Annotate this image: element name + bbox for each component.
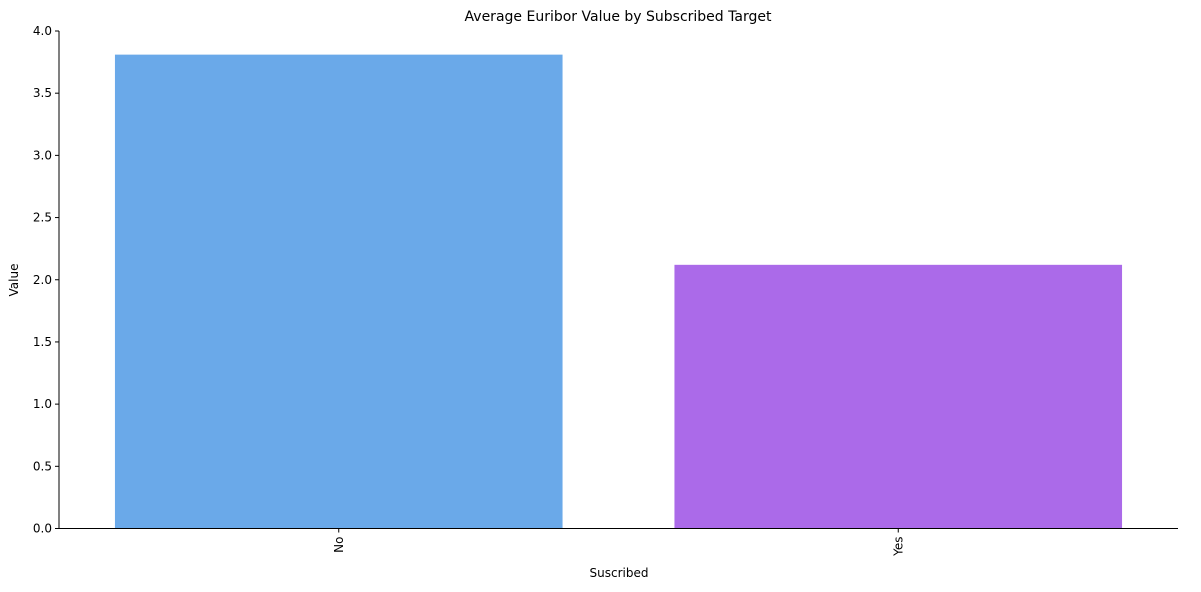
x-axis-label: Suscribed — [590, 566, 649, 580]
x-axis: No Yes — [332, 528, 905, 557]
chart-title: Average Euribor Value by Subscribed Targ… — [465, 9, 772, 25]
y-axis: 0.0 0.5 1.0 1.5 2.0 2.5 3.0 3.5 4.0 — [33, 24, 59, 536]
y-axis-label: Value — [7, 264, 21, 297]
y-tick-label: 0.5 — [33, 459, 52, 473]
y-tick-label: 3.0 — [33, 148, 52, 162]
y-tick-label: 4.0 — [33, 24, 52, 38]
bars-group — [114, 54, 1123, 529]
x-tick-label: Yes — [891, 537, 905, 557]
y-tick-label: 2.5 — [33, 211, 52, 225]
y-tick-label: 1.0 — [33, 397, 52, 411]
y-tick-label: 2.0 — [33, 273, 52, 287]
y-tick-label: 3.5 — [33, 86, 52, 100]
y-tick-label: 0.0 — [33, 522, 52, 536]
bar-no — [114, 54, 563, 529]
y-tick-label: 1.5 — [33, 335, 52, 349]
bar-yes — [674, 264, 1123, 529]
x-tick-label: No — [332, 537, 346, 553]
